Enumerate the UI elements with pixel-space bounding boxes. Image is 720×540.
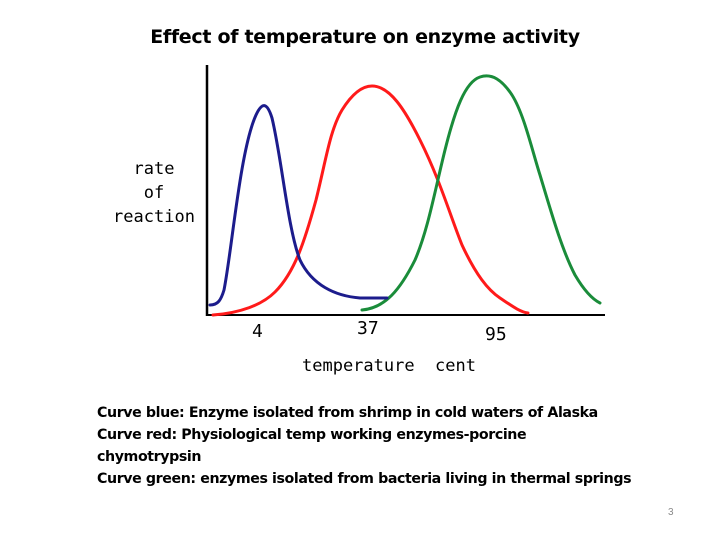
x-tick-4: 4 <box>252 321 263 342</box>
y-axis-label-line: reaction <box>113 207 195 227</box>
curve-blue <box>208 104 389 307</box>
caption-red-continued: chymotrypsin <box>97 449 202 465</box>
x-axis-label: temperature cent <box>302 356 476 376</box>
x-tick-37: 37 <box>357 318 379 339</box>
page-number: 3 <box>668 507 674 518</box>
slide-title: Effect of temperature on enzyme activity <box>150 26 580 48</box>
caption-red: Curve red: Physiological temp working en… <box>97 427 527 443</box>
curve-green <box>360 74 602 312</box>
y-axis-label: rate of reaction <box>104 157 204 229</box>
curve-descriptions: Curve blue: Enzyme isolated from shrimp … <box>97 402 697 490</box>
y-axis-label-line: of <box>143 183 165 203</box>
curve-red <box>211 84 530 317</box>
caption-green: Curve green: enzymes isolated from bacte… <box>97 471 632 487</box>
y-axis-label-line: rate <box>133 159 175 179</box>
caption-blue: Curve blue: Enzyme isolated from shrimp … <box>97 405 598 421</box>
x-tick-95: 95 <box>485 324 507 345</box>
